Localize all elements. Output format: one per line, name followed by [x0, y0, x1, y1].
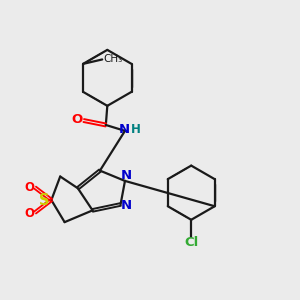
- Text: N: N: [118, 124, 130, 136]
- Text: O: O: [24, 206, 34, 220]
- Text: O: O: [24, 181, 34, 194]
- Text: Cl: Cl: [184, 236, 198, 249]
- Text: H: H: [131, 124, 141, 136]
- Text: CH₃: CH₃: [104, 55, 123, 64]
- Text: O: O: [72, 113, 83, 126]
- Text: S: S: [39, 193, 50, 208]
- Text: N: N: [121, 169, 132, 182]
- Text: N: N: [120, 200, 131, 212]
